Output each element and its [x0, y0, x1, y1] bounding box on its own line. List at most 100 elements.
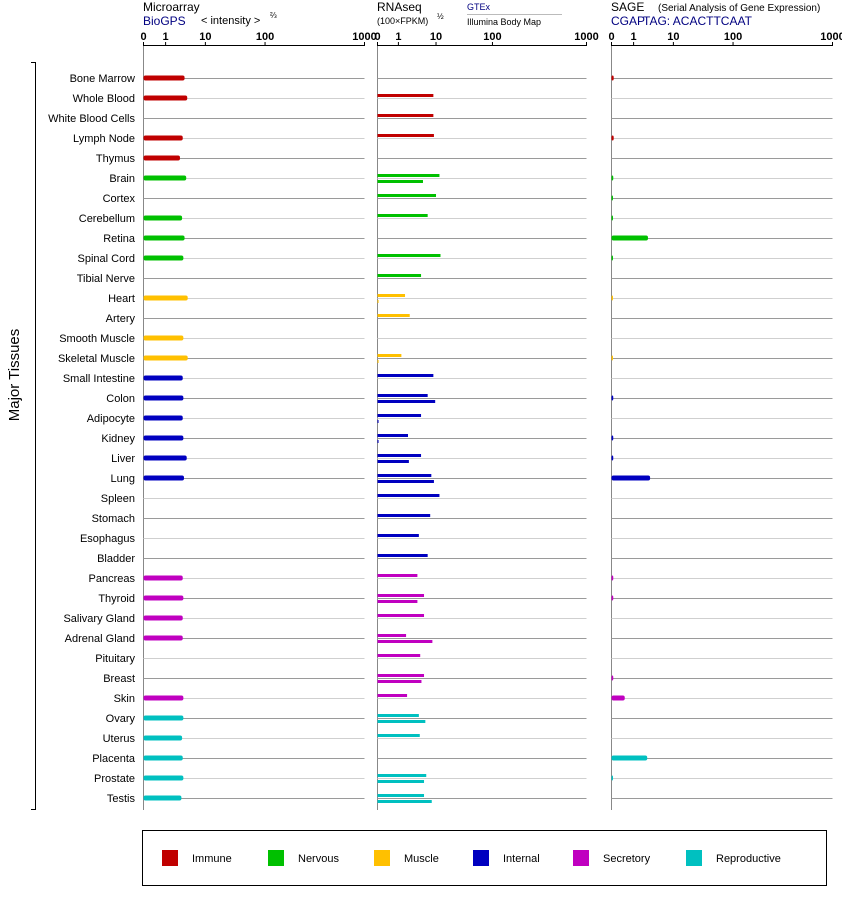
category-label: Ovary — [106, 713, 136, 725]
bar — [143, 455, 187, 461]
x-tick-label: 1000 — [352, 31, 376, 43]
x-tick-label: 100 — [483, 31, 501, 43]
legend-swatch-nervous — [268, 850, 284, 866]
bar-gtex — [377, 574, 418, 577]
bar-gtex — [377, 434, 409, 437]
legend-secondary-source: Illumina Body Map — [467, 17, 541, 27]
bar-illumina — [377, 480, 434, 483]
category-label: Whole Blood — [73, 93, 135, 105]
category-label: White Blood Cells — [48, 113, 135, 125]
category-label: Salivary Gland — [63, 613, 135, 625]
bar-gtex — [377, 174, 440, 177]
bar-gtex — [377, 774, 427, 777]
bar — [611, 435, 614, 441]
bar-illumina — [377, 720, 426, 723]
bar-gtex — [377, 614, 425, 617]
bar-gtex — [377, 474, 432, 477]
bar-illumina — [377, 420, 379, 423]
panel-measure: < intensity > — [201, 15, 260, 27]
bar-illumina — [377, 600, 418, 603]
bar — [143, 155, 180, 161]
bar-gtex — [377, 214, 428, 217]
legend-swatch-secretory — [573, 850, 589, 866]
bar-illumina — [377, 780, 425, 783]
bar-gtex — [377, 294, 406, 297]
bar-gtex — [377, 674, 425, 677]
bar-gtex — [377, 134, 434, 137]
category-label: Cerebellum — [79, 213, 135, 225]
category-label: Spleen — [101, 493, 135, 505]
panel-measure-exponent: ⅔ — [270, 11, 277, 20]
panel-measure-exponent: ½ — [437, 12, 444, 21]
bar — [143, 735, 183, 741]
x-tick-label: 0 — [608, 31, 614, 43]
bar — [611, 215, 613, 221]
bar-gtex — [377, 254, 441, 257]
x-tick-label: 100 — [256, 31, 274, 43]
bar-gtex — [377, 494, 440, 497]
panel-title: Microarray — [143, 0, 200, 14]
bar — [611, 575, 614, 581]
x-tick-label: 10 — [199, 31, 211, 43]
category-label: Skeletal Muscle — [58, 353, 135, 365]
legend-swatch-internal — [473, 850, 489, 866]
bar-illumina — [377, 400, 436, 403]
category-label: Adipocyte — [87, 413, 135, 425]
bar — [611, 695, 625, 701]
panel-measure: (100×FPKM) — [377, 16, 428, 26]
category-label: Esophagus — [80, 533, 136, 545]
bar — [611, 455, 614, 461]
bar — [143, 595, 184, 601]
bar-gtex — [377, 634, 407, 637]
bar-gtex — [377, 554, 428, 557]
x-tick-label: 10 — [667, 31, 679, 43]
bar — [611, 295, 613, 301]
bar — [143, 475, 184, 481]
bar — [611, 235, 648, 241]
bar — [143, 715, 184, 721]
category-label: Cortex — [103, 193, 136, 205]
bar-gtex — [377, 454, 422, 457]
category-label: Brain — [109, 173, 135, 185]
bar-gtex — [377, 654, 421, 657]
bar-gtex — [377, 694, 408, 697]
category-label: Spinal Cord — [78, 253, 135, 265]
legend-label-secretory: Secretory — [603, 853, 651, 865]
bar — [143, 75, 185, 81]
bar — [143, 615, 183, 621]
category-label: Lung — [111, 473, 135, 485]
bar — [143, 575, 183, 581]
bar — [143, 235, 185, 241]
bar — [143, 695, 184, 701]
bar — [611, 195, 613, 201]
bar-illumina — [377, 680, 422, 683]
legend-label-internal: Internal — [503, 853, 540, 865]
bar — [143, 755, 183, 761]
category-label: Bone Marrow — [70, 73, 135, 85]
bar — [611, 255, 613, 261]
legend-label-muscle: Muscle — [404, 853, 439, 865]
x-tick-label: 0 — [374, 31, 380, 43]
panel-title: RNAseq — [377, 0, 422, 14]
category-label: Retina — [103, 233, 136, 245]
legend-label-immune: Immune — [192, 853, 232, 865]
bar — [143, 295, 188, 301]
bar-gtex — [377, 794, 425, 797]
category-label: Lymph Node — [73, 133, 135, 145]
bar-illumina — [377, 640, 433, 643]
bar — [143, 95, 188, 101]
panel-source: BioGPS — [143, 14, 186, 28]
bar — [143, 795, 182, 801]
bar-illumina — [377, 180, 423, 183]
bar — [611, 355, 613, 361]
bar-gtex — [377, 534, 419, 537]
bar — [143, 255, 184, 261]
bar-illumina — [377, 360, 379, 363]
legend-swatch-muscle — [374, 850, 390, 866]
bar — [143, 415, 183, 421]
bar-illumina — [377, 800, 432, 803]
bar — [143, 355, 188, 361]
legend-label-reproductive: Reproductive — [716, 853, 781, 865]
category-label: Colon — [106, 393, 135, 405]
